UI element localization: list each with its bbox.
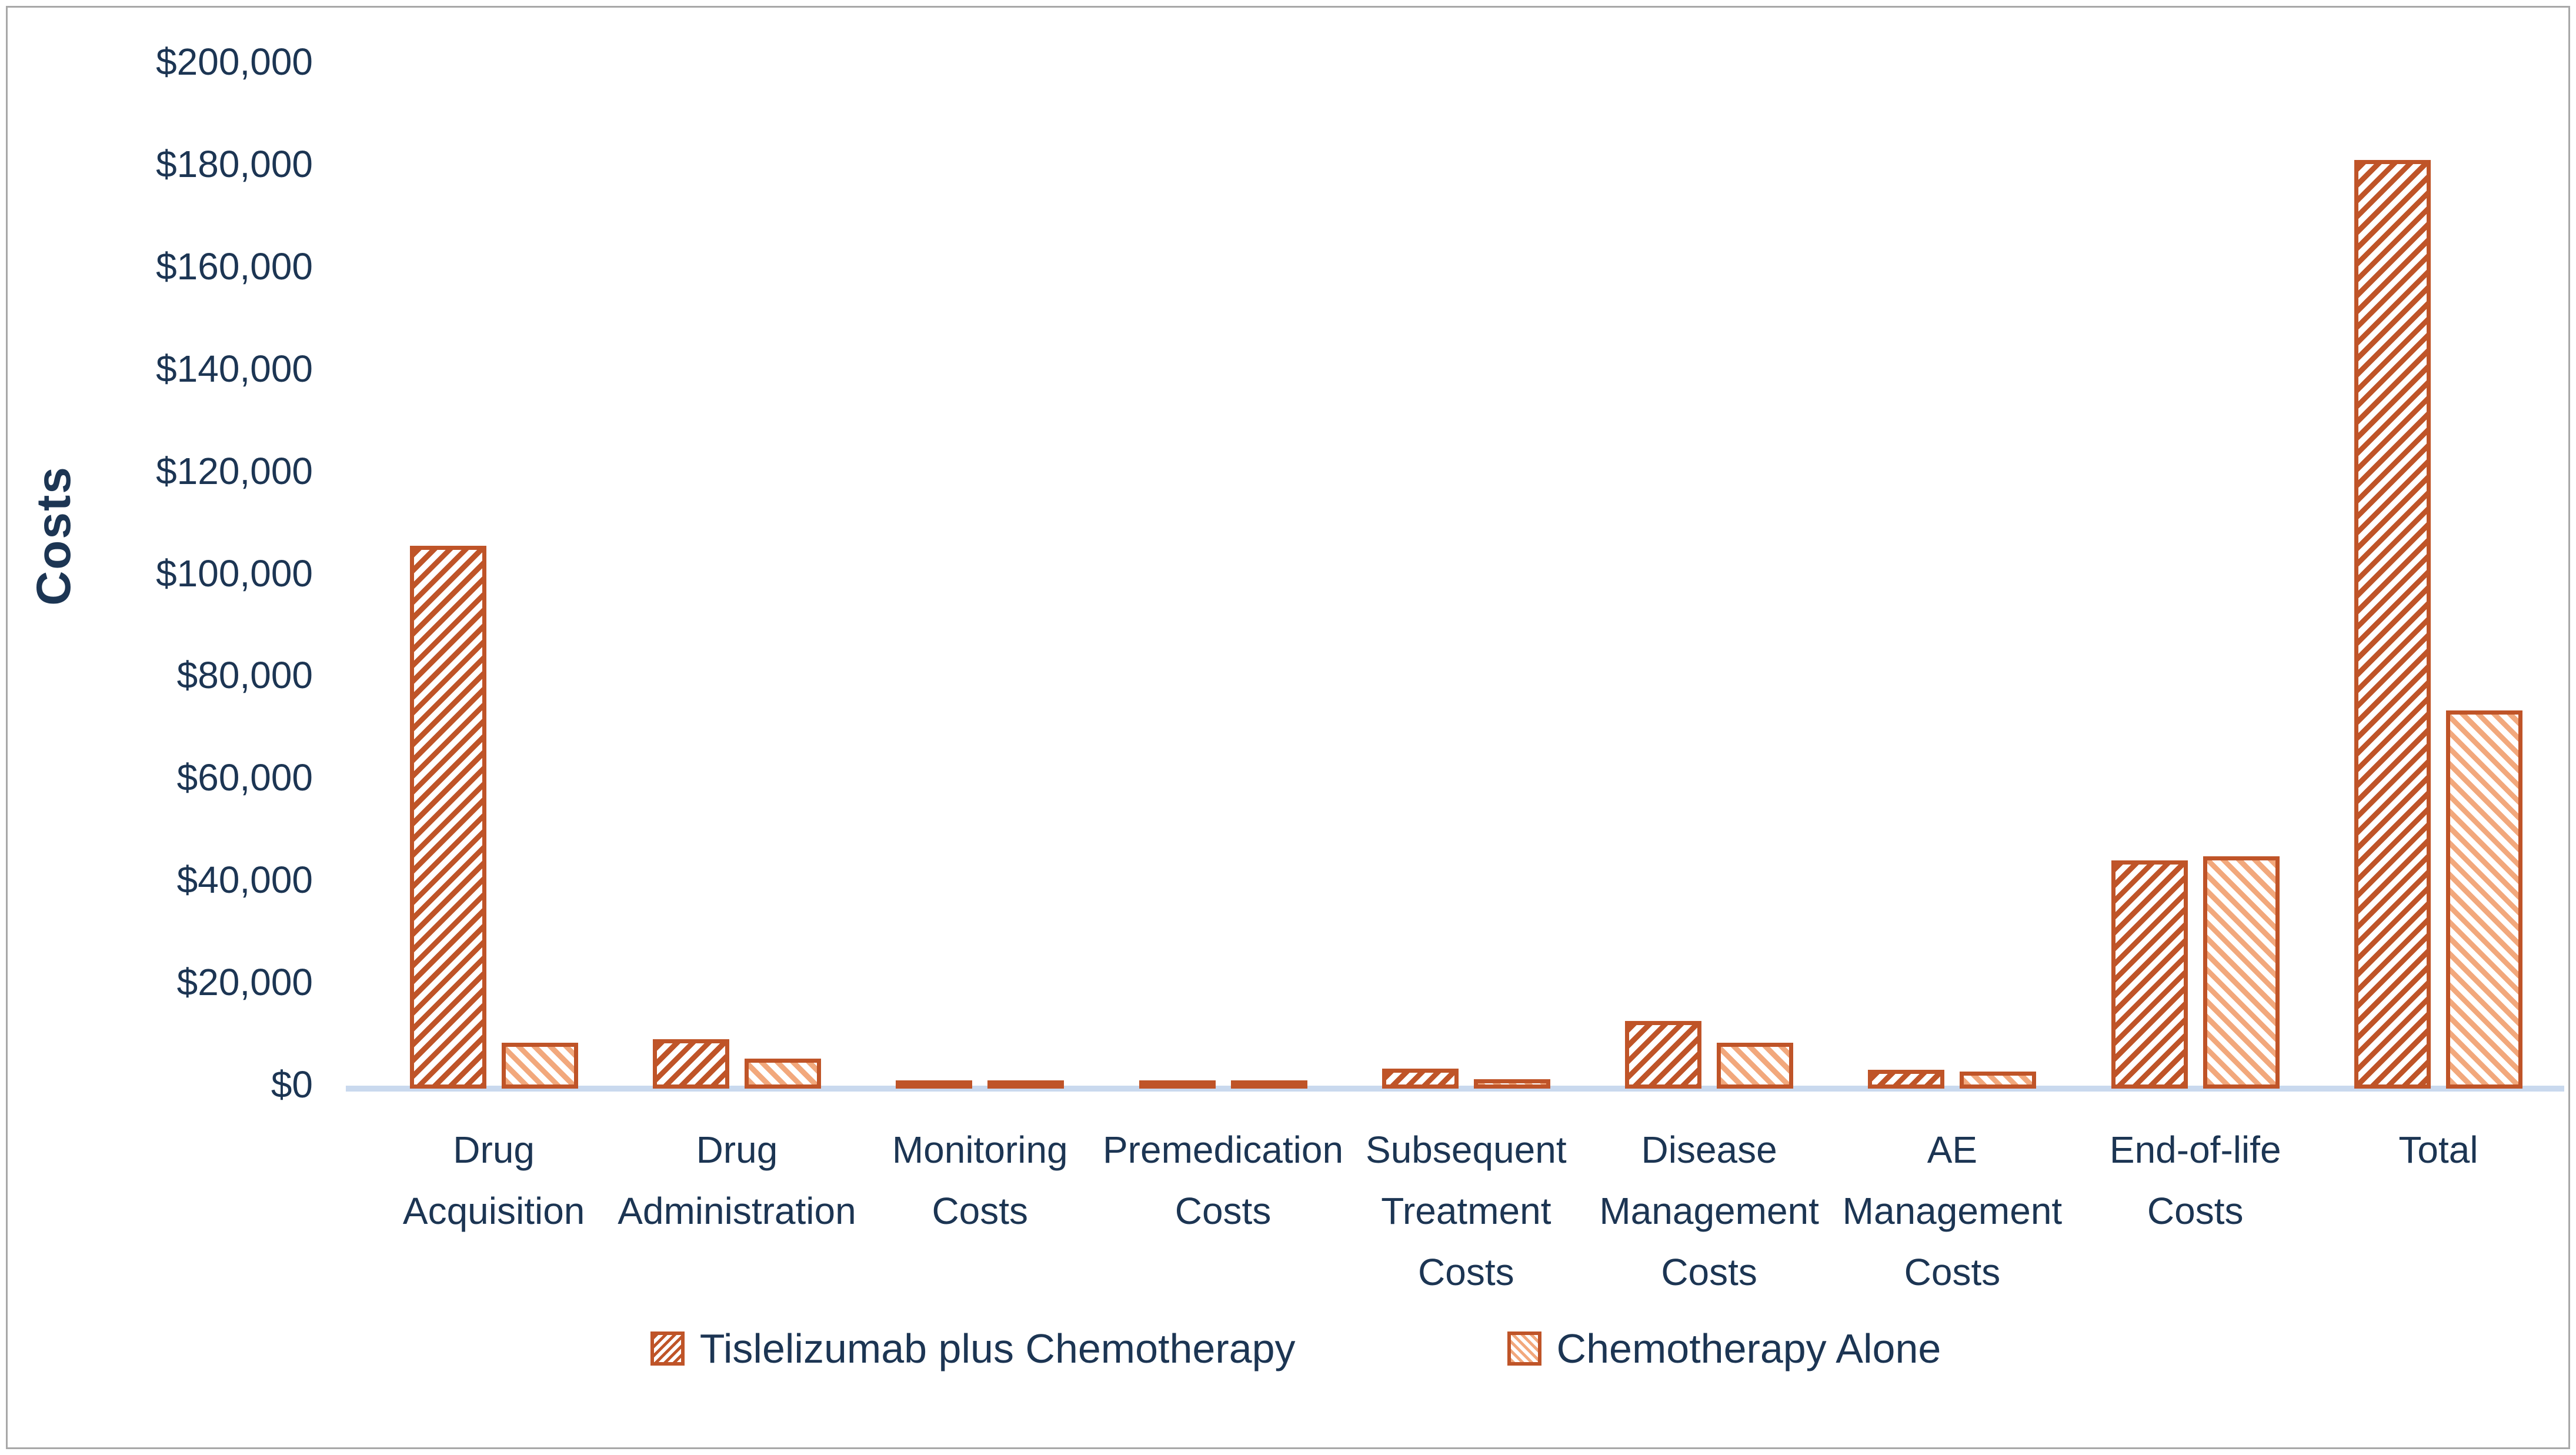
- y-tick-label-160000: $160,000: [156, 245, 313, 288]
- bar-chemotherapy-alone-drug-acquisition: [501, 1043, 578, 1089]
- bar-chemotherapy-alone-drug-administration: [744, 1058, 821, 1089]
- bar-tislelizumab-plus-chemotherapy-drug-administration: [652, 1039, 729, 1089]
- legend-label: Tislelizumab plus Chemotherapy: [699, 1326, 1296, 1371]
- y-tick-label-100000: $100,000: [156, 552, 313, 595]
- y-tick-label-20000: $20,000: [176, 961, 313, 1004]
- y-tick-label-120000: $120,000: [156, 449, 313, 492]
- x-axis-label-drug-administration: Drug Administration: [618, 1129, 856, 1232]
- bar-chemotherapy-alone-ae-management-costs: [1960, 1072, 2037, 1089]
- bar-tislelizumab-plus-chemotherapy-monitoring-costs: [896, 1080, 973, 1089]
- plot-area: [372, 64, 2560, 1089]
- bar-chemotherapy-alone-total: [2446, 710, 2523, 1089]
- x-axis-baseline: [346, 1086, 2564, 1092]
- y-tick-label-140000: $140,000: [156, 347, 313, 390]
- legend-item-tislelizumab: Tislelizumab plus Chemotherapy: [650, 1325, 1296, 1372]
- bar-chemotherapy-alone-disease-management-costs: [1717, 1043, 1794, 1089]
- bar-group-total: [2317, 64, 2560, 1089]
- x-axis-label-disease-management-costs: Disease Management Costs: [1599, 1129, 1819, 1293]
- bar-tislelizumab-plus-chemotherapy-drug-acquisition: [409, 545, 486, 1089]
- bar-group-ae-management-costs: [1831, 64, 2074, 1089]
- y-tick-label-80000: $80,000: [176, 654, 313, 697]
- bar-group-premedication-costs: [1102, 64, 1344, 1089]
- bar-chemotherapy-alone-subsequent-treatment-costs: [1473, 1079, 1550, 1089]
- legend-swatch-diagonal-up-hatch: [650, 1331, 685, 1366]
- bar-tislelizumab-plus-chemotherapy-disease-management-costs: [1625, 1021, 1702, 1089]
- y-tick-label-60000: $60,000: [176, 756, 313, 799]
- x-axis-label-drug-acquisition: Drug Acquisition: [402, 1129, 585, 1232]
- x-axis-category-labels: Drug Acquisition Drug Administration Monit…: [372, 1119, 2560, 1303]
- x-axis-label-total: Total: [2398, 1129, 2478, 1171]
- y-tick-label-40000: $40,000: [176, 859, 313, 902]
- bar-chemotherapy-alone-premedication-costs: [1230, 1080, 1307, 1089]
- x-axis-label-premedication-costs: Premedication Costs: [1102, 1129, 1344, 1232]
- y-tick-label-0: $0: [271, 1063, 313, 1106]
- x-axis-label-ae-management-costs: AE Management Costs: [1842, 1129, 2063, 1293]
- bar-chemotherapy-alone-end-of-life-costs: [2203, 856, 2280, 1089]
- legend-item-chemotherapy-alone: Chemotherapy Alone: [1507, 1325, 1941, 1372]
- bar-tislelizumab-plus-chemotherapy-end-of-life-costs: [2111, 860, 2188, 1089]
- legend: Tislelizumab plus Chemotherapy Chemother…: [8, 1325, 2576, 1372]
- bar-group-disease-management-costs: [1587, 64, 1830, 1089]
- x-axis-label-monitoring-costs: Monitoring Costs: [892, 1129, 1068, 1232]
- x-axis-label-end-of-life-costs: End-of-life Costs: [2109, 1129, 2281, 1232]
- bar-group-end-of-life-costs: [2074, 64, 2317, 1089]
- bar-group-drug-administration: [615, 64, 858, 1089]
- bar-group-drug-acquisition: [372, 64, 615, 1089]
- bar-group-subsequent-treatment-costs: [1344, 64, 1587, 1089]
- bar-chemotherapy-alone-monitoring-costs: [987, 1080, 1065, 1089]
- y-tick-label-200000: $200,000: [156, 41, 313, 83]
- x-axis-label-subsequent-treatment-costs: Subsequent Treatment Costs: [1366, 1129, 1567, 1293]
- bar-group-monitoring-costs: [859, 64, 1102, 1089]
- y-tick-label-180000: $180,000: [156, 142, 313, 185]
- legend-label: Chemotherapy Alone: [1556, 1326, 1941, 1371]
- bar-tislelizumab-plus-chemotherapy-premedication-costs: [1139, 1080, 1216, 1089]
- legend-swatch-diagonal-down-hatch: [1507, 1331, 1541, 1366]
- bar-tislelizumab-plus-chemotherapy-total: [2354, 159, 2431, 1089]
- chart-frame: Costs $0 $20,000 $40,000 $60,000 $80,000 $100…: [6, 6, 2570, 1449]
- bar-tislelizumab-plus-chemotherapy-ae-management-costs: [1868, 1069, 1945, 1089]
- bar-tislelizumab-plus-chemotherapy-subsequent-treatment-costs: [1382, 1069, 1459, 1089]
